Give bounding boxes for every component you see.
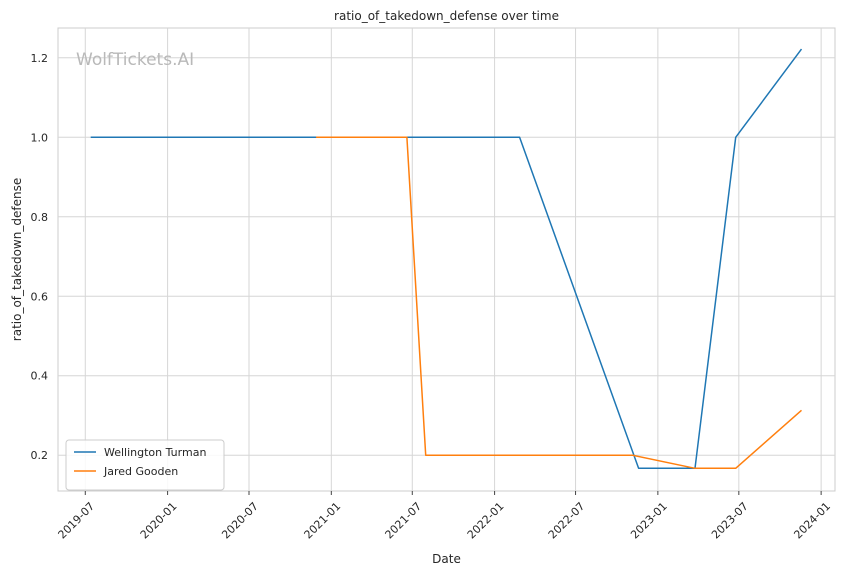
y-tick-label: 0.2 [31,449,49,462]
plot-area: WolfTickets.AI [57,27,836,492]
chart-title: ratio_of_takedown_defense over time [334,9,559,23]
y-axis-label: ratio_of_takedown_defense [10,178,24,341]
y-axis-ticks: 0.2 0.4 0.6 0.8 1.0 1.2 [31,52,49,462]
y-tick-label: 1.2 [31,52,49,65]
plot-frame [57,27,836,492]
legend: Wellington Turman Jared Gooden [65,439,225,491]
y-tick-label: 1.0 [31,131,49,144]
legend-box [65,439,225,491]
legend-label: Jared Gooden [103,465,178,478]
legend-label: Wellington Turman [104,446,206,459]
y-tick-label: 0.4 [31,370,49,383]
y-tick-label: 0.6 [31,290,49,303]
series-line-jared-gooden [316,136,802,470]
y-tick-label: 0.8 [31,211,49,224]
series-lines [90,48,803,470]
x-axis-label: Date [432,552,461,566]
watermark: WolfTickets.AI [76,50,194,70]
